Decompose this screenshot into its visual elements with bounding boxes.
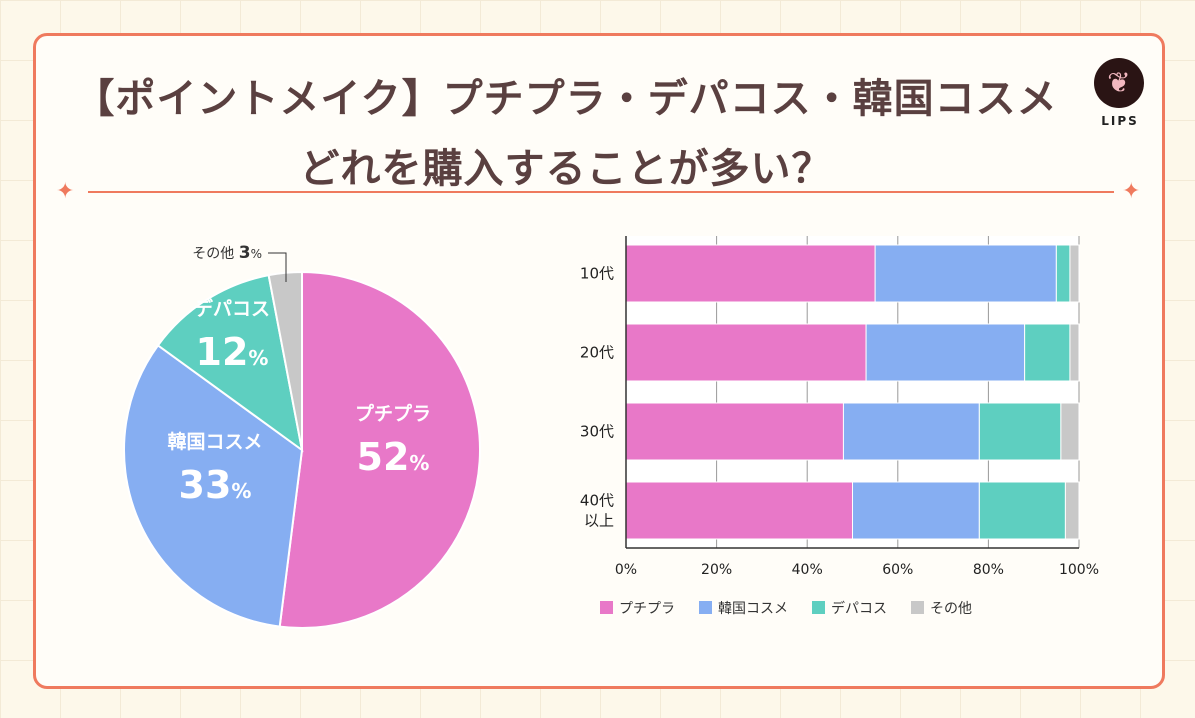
y-tick-label: 30代: [580, 423, 614, 441]
lips-logo: ❦ LIPS: [1094, 58, 1146, 128]
bar-segment-プチプラ: [625, 481, 853, 540]
x-tick-label: 80%: [973, 562, 1004, 578]
pie-slice-その他: [267, 270, 303, 451]
x-tick-label: 40%: [792, 562, 823, 578]
pie-slice-韓国コスメ: [123, 343, 304, 628]
legend-label: デパコス: [831, 601, 887, 617]
legend-swatch: [600, 601, 613, 614]
legend-swatch: [812, 601, 825, 614]
bar-segment-デパコス: [1024, 323, 1071, 382]
legend-label: その他: [930, 601, 972, 617]
legend-swatch: [911, 601, 924, 614]
bar-segment-その他: [1069, 323, 1080, 382]
legend-item: その他: [911, 600, 972, 618]
legend: プチプラ 韓国コスメ デパコス その他: [600, 600, 972, 618]
pie-label: プチプラ: [355, 402, 431, 425]
logo-text: LIPS: [1101, 114, 1139, 128]
bar-segment-プチプラ: [625, 402, 844, 461]
legend-swatch: [699, 601, 712, 614]
y-tick-label: 20代: [580, 344, 614, 362]
title-line2: どれを購入することが多い？: [299, 146, 833, 192]
pie-slice-プチプラ: [278, 270, 481, 629]
deer-icon: ❦: [1094, 58, 1144, 108]
pie-label: 韓国コスメ: [167, 430, 262, 453]
bar-segment-デパコス: [978, 481, 1066, 540]
bar-segment-デパコス: [978, 402, 1062, 461]
legend-item: プチプラ: [600, 600, 675, 618]
bar-segment-その他: [1060, 402, 1080, 461]
bar-segment-韓国コスメ: [842, 402, 980, 461]
bar-segment-韓国コスメ: [852, 481, 980, 540]
bar-segment-その他: [1069, 244, 1080, 303]
y-tick-label: 40代: [580, 492, 614, 510]
x-tick-label: 20%: [701, 562, 732, 578]
legend-label: 韓国コスメ: [718, 601, 788, 617]
bar-segment-その他: [1064, 481, 1080, 540]
x-tick-label: 100%: [1059, 562, 1099, 578]
pie-label-other: その他 3%: [192, 243, 262, 263]
bar-segment-デパコス: [1055, 244, 1071, 303]
y-tick-label: 以上: [584, 512, 614, 530]
sparkle-icon: ✦: [1122, 179, 1141, 204]
sparkle-icon: ✦: [56, 179, 75, 204]
title-line1: 【ポイントメイク】プチプラ・デパコス・韓国コスメ: [74, 76, 1058, 122]
leader-line: [268, 252, 287, 282]
bar-segment-プチプラ: [625, 323, 867, 382]
legend-item: 韓国コスメ: [699, 600, 788, 618]
legend-item: デパコス: [812, 600, 887, 618]
pie-label: デパコス: [194, 297, 270, 320]
divider: [88, 191, 1114, 193]
bar-segment-プチプラ: [625, 244, 876, 303]
y-tick-label: 10代: [580, 265, 614, 283]
pie-slice-デパコス: [156, 273, 304, 453]
legend-label: プチプラ: [619, 601, 675, 617]
bar-segment-韓国コスメ: [874, 244, 1057, 303]
bar-segment-韓国コスメ: [865, 323, 1026, 382]
x-tick-label: 60%: [882, 562, 913, 578]
x-tick-label: 0%: [615, 562, 637, 578]
